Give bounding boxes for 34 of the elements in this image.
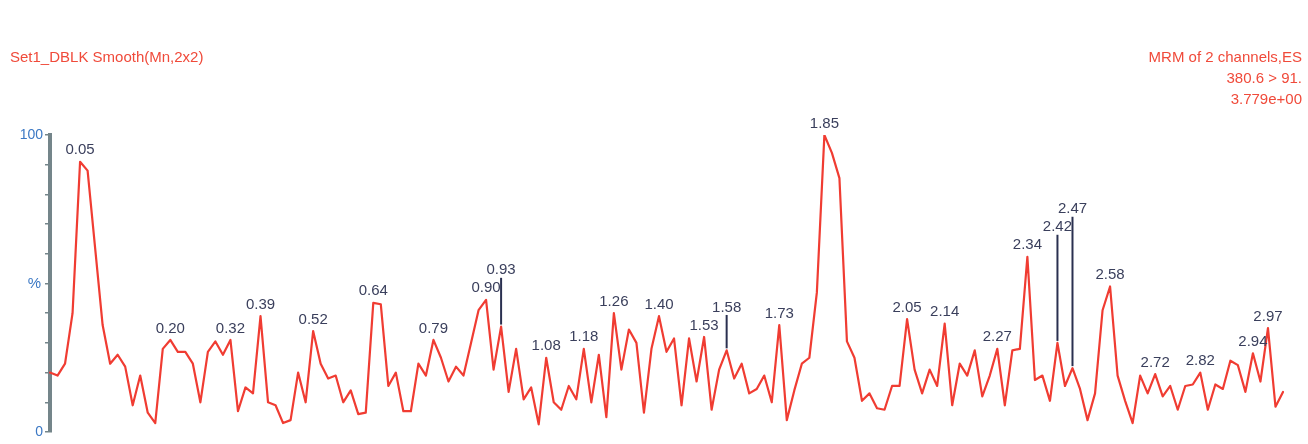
- annotation: 1.08: [531, 336, 561, 354]
- annotation: 2.34: [1012, 235, 1042, 253]
- annotation: 1.53: [689, 315, 719, 333]
- annotation: 1.40: [644, 294, 674, 312]
- annotation: 1.73: [764, 303, 794, 321]
- annotation: 1.85: [809, 113, 839, 131]
- text: 380.6 > 91.: [1226, 69, 1302, 87]
- annotation: 1.18: [569, 327, 599, 345]
- chart-title: Set1_DBLK Smooth(Mn,2x2): [10, 48, 204, 66]
- text: MRM of 2 channels,ES: [1148, 48, 1302, 66]
- annotation: 1.58: [712, 297, 742, 315]
- annotation: 2.97: [1253, 306, 1283, 324]
- annotation: 0.20: [155, 318, 185, 336]
- annotation: 2.72: [1140, 352, 1170, 370]
- annotation: 2.05: [892, 297, 922, 315]
- annotation: 0.52: [298, 309, 328, 327]
- annotation: 0.93: [486, 260, 516, 278]
- y-axis-title: %: [27, 273, 41, 291]
- y-tick-label: 0: [35, 422, 44, 439]
- annotation: 2.14: [930, 302, 960, 320]
- annotation: 0.90: [471, 278, 501, 296]
- annotation: 1.26: [599, 291, 629, 309]
- annotation: 0.05: [65, 140, 95, 158]
- annotation: 2.42: [1042, 217, 1073, 235]
- annotation: 0.39: [245, 294, 276, 312]
- annotation: 0.32: [215, 318, 246, 336]
- annotation: 2.47: [1057, 199, 1088, 217]
- y-tick-label: 100: [19, 125, 44, 142]
- annotation: 2.58: [1095, 265, 1125, 283]
- annotation: 2.82: [1185, 351, 1215, 369]
- annotation: 0.79: [418, 318, 449, 336]
- text: 3.779e+00: [1230, 90, 1302, 108]
- annotation: 0.64: [358, 281, 388, 299]
- annotation: 2.27: [982, 327, 1012, 345]
